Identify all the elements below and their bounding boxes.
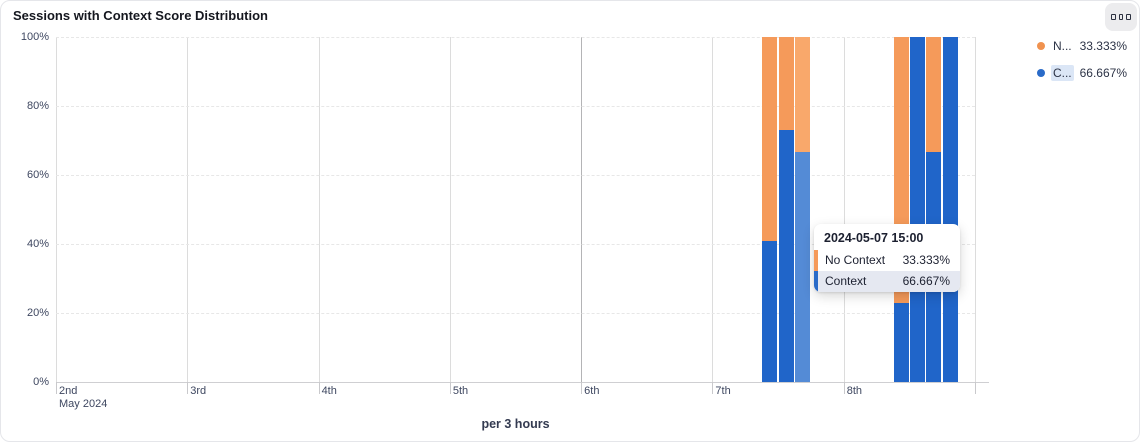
tooltip-header: 2024-05-07 15:00 <box>824 231 924 245</box>
grid-hline <box>56 244 975 245</box>
grid-hline <box>56 106 975 107</box>
bar-segment-no-context[interactable] <box>778 37 794 131</box>
bar-segment-no-context[interactable] <box>795 37 811 152</box>
legend-dot-icon <box>1036 69 1045 77</box>
axis-tick <box>187 382 189 394</box>
bar-stack[interactable] <box>762 37 778 382</box>
axis-tick <box>712 382 714 394</box>
bar-stack[interactable] <box>778 37 794 382</box>
bar-stack[interactable] <box>795 37 811 382</box>
legend-item-no-context[interactable]: N... 33.333% <box>1036 38 1127 54</box>
x-axis-label: 2nd <box>59 385 78 397</box>
y-axis-label: 100% <box>20 31 49 43</box>
grid-hline <box>56 37 975 38</box>
tooltip-series-value: 33.333% <box>902 253 950 267</box>
grid-vline <box>712 37 714 382</box>
bar-segment-context[interactable] <box>910 37 926 382</box>
bar-segment-no-context[interactable] <box>926 37 942 152</box>
x-axis-label: 4th <box>321 385 337 397</box>
legend-label: C... <box>1050 65 1074 81</box>
grid-vline <box>581 37 583 382</box>
y-axis-label: 20% <box>26 307 49 319</box>
y-axis-label: 80% <box>26 100 49 112</box>
tooltip: 2024-05-07 15:00 No Context 33.333% Contex… <box>814 224 960 292</box>
bar-segment-context[interactable] <box>795 152 811 382</box>
axis-tick <box>56 382 57 394</box>
bar-segment-context[interactable] <box>942 37 958 382</box>
legend-value: 66.667% <box>1079 66 1127 80</box>
bar-segment-no-context[interactable] <box>762 37 778 241</box>
axis-tick <box>843 382 845 394</box>
x-axis-label: 3rd <box>190 385 207 397</box>
y-axis-label: 40% <box>26 238 49 250</box>
grid-vline <box>843 37 845 382</box>
plot-area <box>56 37 976 382</box>
x-axis-caption: per 3 hours <box>481 417 550 431</box>
bar-stack[interactable] <box>910 37 926 382</box>
small-square-icon <box>1118 14 1124 20</box>
grid-hline <box>56 175 975 176</box>
axis-tick <box>318 382 320 394</box>
grid-vline <box>318 37 320 382</box>
axis-tick <box>581 382 583 394</box>
page-title: Sessions with Context Score Distribution <box>13 8 268 23</box>
x-axis-line <box>56 382 989 383</box>
x-axis-label: 6th <box>584 385 600 397</box>
options-button[interactable] <box>1105 3 1137 31</box>
axis-tick <box>975 382 976 394</box>
tooltip-row: Context 66.667% <box>814 271 960 292</box>
tooltip-rows: No Context 33.333% Context 66.667% <box>814 250 960 292</box>
x-axis-label: 7th <box>715 385 731 397</box>
tooltip-series-label: Context <box>825 274 867 288</box>
legend-value: 33.333% <box>1079 39 1127 53</box>
axis-tick <box>449 382 451 394</box>
legend-item-context[interactable]: C... 66.667% <box>1036 65 1127 81</box>
x-axis-label: 5th <box>452 385 469 397</box>
bar-segment-context[interactable] <box>893 302 909 382</box>
bar-stack[interactable] <box>926 37 942 382</box>
y-axis-label: 60% <box>26 169 49 181</box>
tooltip-series-label: No Context <box>825 253 886 267</box>
small-square-icon <box>1126 14 1132 20</box>
x-axis-sublabel: May 2024 <box>59 398 108 410</box>
small-square-icon <box>1111 14 1116 20</box>
bar-stack[interactable] <box>942 37 958 382</box>
legend: N... 33.333% C... 66.667% <box>1036 38 1127 92</box>
legend-dot-icon <box>1036 42 1045 50</box>
tooltip-row: No Context 33.333% <box>814 250 960 271</box>
grid-vline <box>56 37 57 382</box>
y-axis-label: 0% <box>33 376 49 388</box>
tooltip-series-color-strip <box>814 271 818 292</box>
grid-vline <box>449 37 451 382</box>
grid-vline <box>187 37 189 382</box>
bar-stack[interactable] <box>893 37 909 382</box>
x-axis-label: 8th <box>846 385 862 397</box>
grid-vline <box>975 37 976 382</box>
tooltip-series-color-strip <box>814 250 818 271</box>
legend-label: N... <box>1052 39 1072 53</box>
bar-segment-context[interactable] <box>762 240 778 382</box>
grid-hline <box>56 313 975 314</box>
tooltip-series-value: 66.667% <box>902 274 950 288</box>
bar-segment-context[interactable] <box>778 130 794 382</box>
